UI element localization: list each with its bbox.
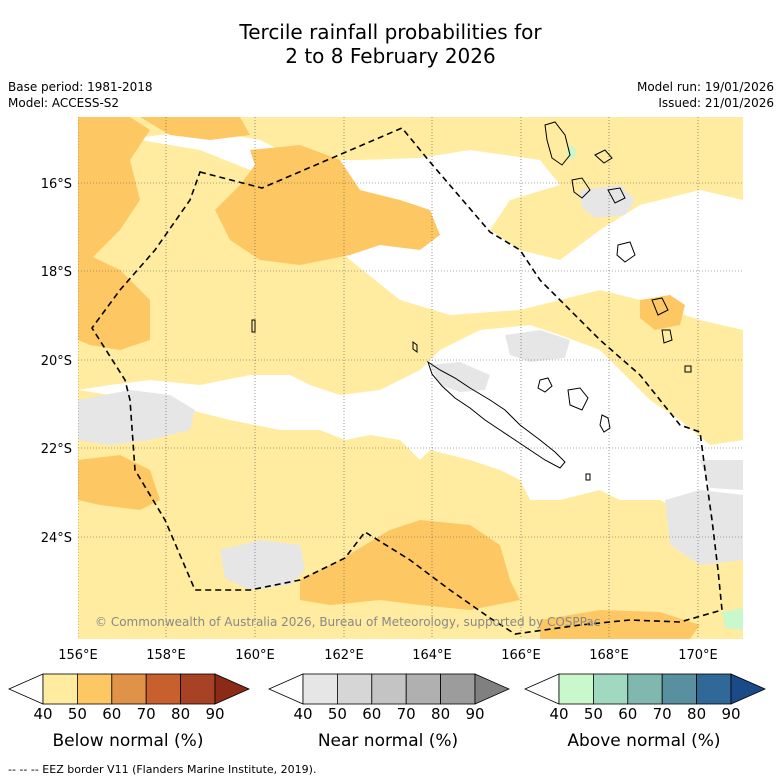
eez-legend-footer: -- -- -- EEZ border V11 (Flanders Marine… [8,763,317,776]
colorbar-right-extend [474,673,510,705]
longitude-label: 170°E [678,648,718,663]
colorbar-segment [440,673,476,705]
base-period: Base period: 1981-2018 [8,80,153,94]
issued-date: Issued: 21/01/2026 [658,96,774,110]
vanuatu-island-2 [594,149,613,164]
colorbar-tick-label: 50 [583,705,603,723]
model-run: Model run: 19/01/2026 [636,80,774,94]
colorbar-tick-label: 60 [362,705,382,723]
colorbar-left-extend [8,673,44,705]
small-island-3 [412,341,418,353]
colorbar-segment [145,673,181,705]
longitude-label: 156°E [58,648,98,663]
colorbar-segment [558,673,594,705]
colorbar-tick-label: 80 [687,705,707,723]
vanuatu-island-7 [661,329,673,344]
vanuatu-island-1 [544,121,571,166]
latitude-label: 16°S [41,177,72,192]
colorbar-title: Near normal (%) [317,731,459,751]
colorbar-tick-label: 70 [396,705,416,723]
small-island-2 [251,319,256,333]
colorbar-segment [42,673,78,705]
colorbar-tick-label: 50 [67,705,87,723]
latitude-label: 18°S [41,265,72,280]
colorbar-title: Below normal (%) [52,731,204,751]
colorbar-segment [696,673,732,705]
colorbar-segment [180,673,216,705]
colorbar-3 [524,673,766,705]
small-island-4 [585,473,591,481]
land-outlines [251,121,692,481]
colorbar-tick-label: 90 [721,705,741,723]
axis-labels: 16°S 18°S 20°S 22°S 24°S 156°E 158°E 160°E 162°E… [41,177,718,663]
below-normal-60-region [78,117,700,639]
loyalty-island-1 [537,377,553,393]
vanuatu-island-3 [571,177,591,199]
graticule [78,117,743,639]
colorbar-left-extend [524,673,560,705]
colorbar-segment [371,673,407,705]
latitude-label: 20°S [41,354,72,369]
colorbar-tick-label: 60 [102,705,122,723]
eez-border [91,127,723,635]
colorbar-segment [111,673,147,705]
longitude-label: 164°E [412,648,452,663]
loyalty-island-2 [567,387,589,411]
colorbar-right-extend [214,673,250,705]
colorbar-2 [268,673,510,705]
latitude-label: 22°S [41,442,72,457]
colorbar-left-extend [268,673,304,705]
colorbar-right-extend [730,673,766,705]
colorbar-segment [661,673,697,705]
small-island-1 [684,365,692,373]
colorbar-tick-label: 90 [465,705,485,723]
new-caledonia-island [427,360,566,469]
longitude-label: 160°E [235,648,275,663]
vanuatu-island-4 [607,187,626,204]
colorbar-tick-label: 60 [618,705,638,723]
colorbar-1 [8,673,250,705]
longitude-label: 158°E [146,648,186,663]
colorbar-tick-label: 40 [293,705,313,723]
copyright-notice: © Commonwealth of Australia 2026, Bureau… [95,615,600,629]
map-title-line-2: 2 to 8 February 2026 [285,44,496,68]
colorbar-tick-label: 90 [205,705,225,723]
colorbar-tick-label: 70 [136,705,156,723]
colorbar-segment [593,673,629,705]
colorbar-segment [337,673,373,705]
map-plot-area: © Commonwealth of Australia 2026, Bureau… [78,117,743,639]
longitude-label: 168°E [589,648,629,663]
colorbar-tick-label: 80 [171,705,191,723]
colorbar-segment [405,673,441,705]
model-name: Model: ACCESS-S2 [8,96,120,110]
colorbar-segment [627,673,663,705]
latitude-label: 24°S [41,531,72,546]
colorbar-tick-label: 40 [33,705,53,723]
loyalty-island-3 [599,414,611,433]
vanuatu-island-5 [616,241,636,263]
near-normal-50-region [78,185,743,590]
vanuatu-island-6 [651,297,669,316]
colorbar-title: Above normal (%) [567,731,721,751]
map-title-line-1: Tercile rainfall probabilities for [239,20,542,44]
colorbar-tick-label: 50 [327,705,347,723]
colorbar-tick-label: 70 [652,705,672,723]
colorbar-tick-label: 80 [431,705,451,723]
longitude-label: 162°E [324,648,364,663]
longitude-label: 166°E [501,648,541,663]
colorbar-tick-label: 40 [549,705,569,723]
colorbar-segment [77,673,113,705]
colorbar-segment [302,673,338,705]
